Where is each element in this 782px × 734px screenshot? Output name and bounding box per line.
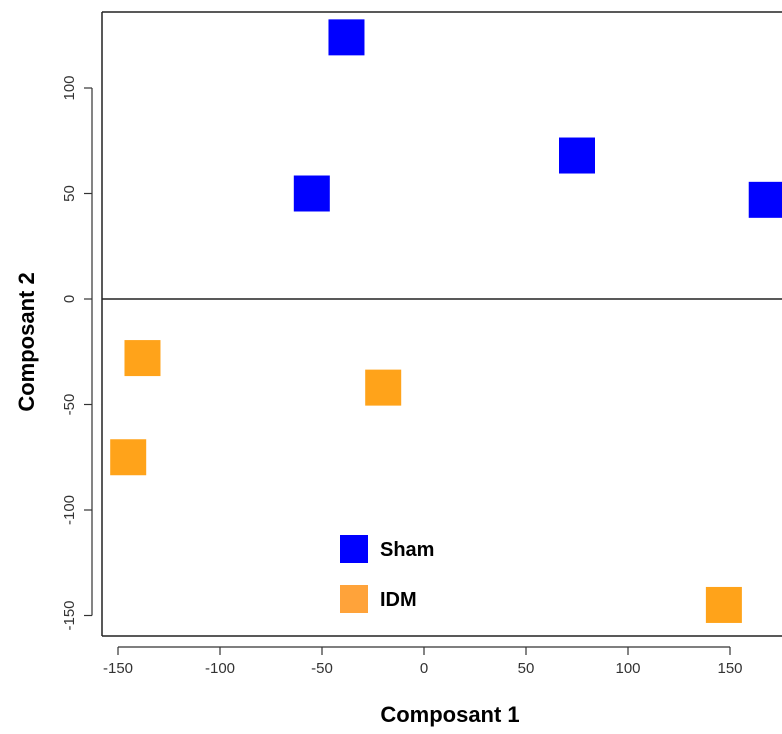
y-axis-title: Composant 2 [14, 272, 39, 411]
legend: Sham IDM [340, 535, 434, 613]
y-tick-label: -150 [61, 600, 78, 630]
x-tick-label: 150 [717, 660, 742, 677]
idm-point [124, 340, 161, 377]
y-tick-label: 0 [61, 295, 78, 303]
sham-point [559, 137, 595, 174]
sham-point [748, 181, 782, 218]
x-tick-label: 100 [615, 660, 640, 677]
y-axis: -150 -100 -50 0 50 100 [61, 75, 93, 631]
x-tick-label: -100 [205, 660, 235, 677]
idm-point [705, 586, 742, 623]
y-tick-label: -50 [61, 394, 78, 416]
legend-swatch-sham [340, 535, 368, 563]
x-axis-title: Composant 1 [380, 702, 519, 727]
plot-frame [101, 11, 782, 637]
y-tick-label: 100 [61, 75, 78, 100]
x-tick-label: -150 [103, 660, 133, 677]
idm-point [110, 439, 147, 476]
legend-label-idm: IDM [380, 589, 417, 611]
x-tick-label: 0 [420, 660, 428, 677]
legend-swatch-idm [340, 585, 368, 613]
x-tick-label: 50 [518, 660, 535, 677]
x-tick-label: -50 [311, 660, 333, 677]
legend-label-sham: Sham [380, 539, 434, 561]
idm-point [365, 369, 402, 406]
sham-point [293, 175, 330, 212]
x-axis: -150 -100 -50 0 50 100 150 [103, 646, 743, 677]
y-tick-label: -100 [61, 495, 78, 525]
sham-point [328, 19, 365, 56]
data-points [110, 19, 782, 623]
y-tick-label: 50 [61, 185, 78, 202]
